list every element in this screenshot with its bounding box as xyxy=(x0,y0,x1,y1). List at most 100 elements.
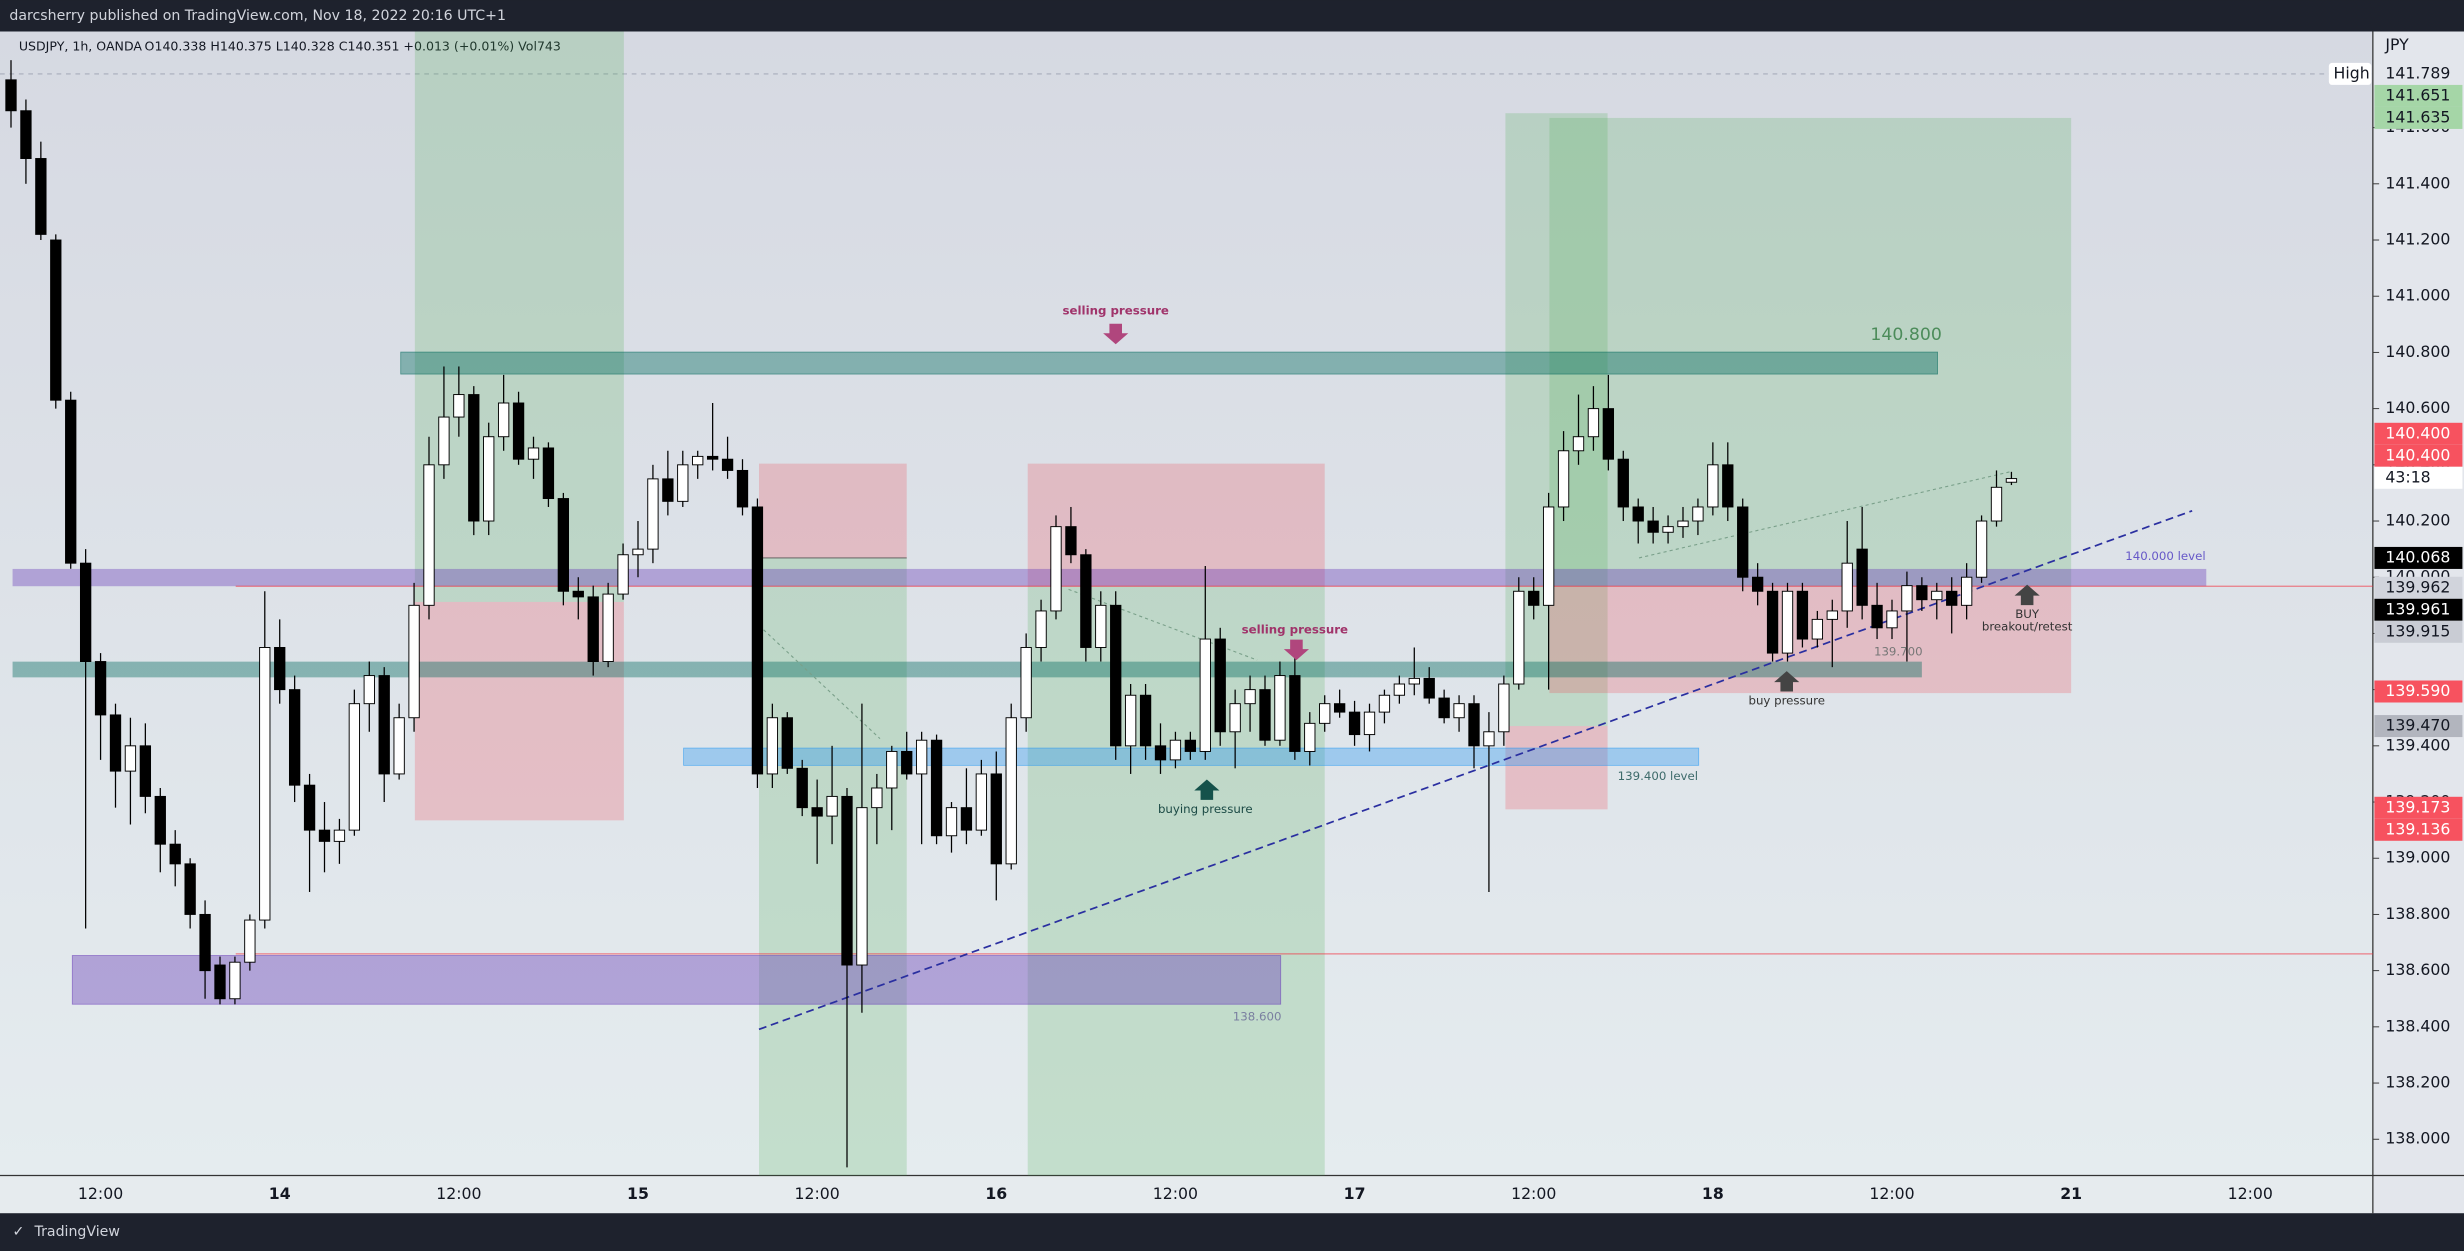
x-tick-label: 12:00 xyxy=(78,1184,123,1203)
candle-body xyxy=(1931,590,1943,601)
y-tick-label: 141.000 xyxy=(2385,286,2450,305)
candle-body xyxy=(333,829,346,842)
candle-body xyxy=(677,464,689,502)
candle-body xyxy=(1110,604,1122,747)
price-label: 140.068 xyxy=(2385,547,2450,566)
y-tick-label: 138.000 xyxy=(2385,1129,2450,1148)
candle-body xyxy=(1423,677,1435,699)
annotations: selling pressure selling pressure buying… xyxy=(1063,304,2206,1024)
price-label: 139.915 xyxy=(2385,621,2450,640)
candle-body xyxy=(1154,745,1167,761)
y-tick-label: 139.000 xyxy=(2385,848,2450,867)
candle-body xyxy=(1662,526,1674,533)
x-tick-label: 18 xyxy=(1702,1184,1724,1203)
candle-body xyxy=(1259,689,1271,741)
candle-body xyxy=(348,703,361,831)
price-label-box xyxy=(2328,62,2372,85)
ohlc: O140.338 H140.375 L140.328 C140.351 +0.0… xyxy=(145,39,561,54)
target-zone xyxy=(759,557,907,1176)
price-labels: High 141.789 141.651 141.635 140.400 140.400 4… xyxy=(2328,62,2463,841)
x-tick-label: 12:00 xyxy=(1153,1184,1198,1203)
demand-zone xyxy=(71,955,1282,1005)
candle-body xyxy=(990,773,1002,865)
candle-body xyxy=(1244,689,1256,705)
target-zone xyxy=(414,31,624,602)
candle-body xyxy=(527,447,540,460)
currency: JPY xyxy=(2384,35,2409,54)
candle-body xyxy=(1169,739,1182,761)
candle-body xyxy=(453,394,465,418)
candle-body xyxy=(1005,717,1017,865)
candle-body xyxy=(1348,711,1361,736)
candle-body xyxy=(229,961,241,1000)
annotation: BUY xyxy=(2015,607,2040,621)
candle-body xyxy=(1095,604,1107,648)
candle-body xyxy=(393,717,405,775)
x-tick-label: 17 xyxy=(1344,1184,1366,1203)
guide-line xyxy=(1638,470,2012,559)
price-label: 43:18 xyxy=(2385,467,2430,486)
candle-body xyxy=(109,714,122,772)
candle-body xyxy=(1811,618,1824,640)
x-tick-label: 14 xyxy=(269,1184,291,1203)
candle-body xyxy=(751,506,764,775)
candle-body xyxy=(1766,590,1779,654)
candle-body xyxy=(50,239,62,401)
candle-body xyxy=(1408,677,1420,685)
x-tick-label: 12:00 xyxy=(1511,1184,1556,1203)
price-label-box xyxy=(2374,84,2463,107)
annotation: buying pressure xyxy=(1158,802,1253,816)
candle-body xyxy=(781,717,793,769)
x-tick-label: 12:00 xyxy=(436,1184,481,1203)
candle-body xyxy=(1080,554,1092,648)
candle-body xyxy=(542,447,555,500)
y-tick-label: 138.600 xyxy=(2385,960,2450,979)
y-tick-label: 138.800 xyxy=(2385,904,2450,923)
price-label: 139.470 xyxy=(2385,716,2450,735)
candle-body xyxy=(259,647,271,921)
price-label-box xyxy=(2374,620,2463,643)
annotation: selling pressure xyxy=(1063,304,1169,318)
arrow-up xyxy=(2014,584,2040,606)
price-label-box xyxy=(2374,422,2463,445)
candle-body xyxy=(915,739,928,775)
candle-body xyxy=(184,863,196,915)
support-band xyxy=(12,661,1922,678)
price-label: 139.136 xyxy=(2385,819,2450,838)
candle-body xyxy=(1065,526,1077,556)
candle-body xyxy=(1468,703,1480,747)
candle-body xyxy=(602,593,614,663)
candle-body xyxy=(1946,590,1958,606)
candle-body xyxy=(1513,590,1525,685)
x-tick-label: 21 xyxy=(2060,1184,2082,1203)
candle-body xyxy=(1274,675,1286,741)
candle-body xyxy=(1139,694,1152,747)
price-label: High xyxy=(2334,63,2370,82)
candle-body xyxy=(79,562,92,663)
price-label-box xyxy=(2374,546,2463,569)
x-tick-label: 12:00 xyxy=(1869,1184,1914,1203)
price-label-box xyxy=(2374,444,2463,467)
candle-body xyxy=(826,795,838,817)
candle-body xyxy=(572,590,584,598)
candle-body xyxy=(20,110,32,159)
candle-body xyxy=(1528,590,1540,606)
y-tick-label: 138.400 xyxy=(2385,1016,2450,1035)
y-tick-label: 138.200 xyxy=(2385,1073,2450,1092)
candle-body xyxy=(2005,478,2018,483)
candle-body xyxy=(1796,590,1809,640)
arrow-down xyxy=(1103,323,1129,345)
candle-body xyxy=(1304,722,1316,752)
candle-body xyxy=(1378,694,1391,713)
candle-body xyxy=(1916,585,1928,601)
price-label-box xyxy=(2374,796,2463,819)
price-label: 140.400 xyxy=(2385,423,2450,442)
candle-body xyxy=(1393,683,1406,696)
candle-body xyxy=(721,458,734,471)
candle-body xyxy=(856,807,868,966)
candle-body xyxy=(35,158,47,235)
candle-body xyxy=(930,739,943,837)
candle-body xyxy=(1841,562,1853,612)
